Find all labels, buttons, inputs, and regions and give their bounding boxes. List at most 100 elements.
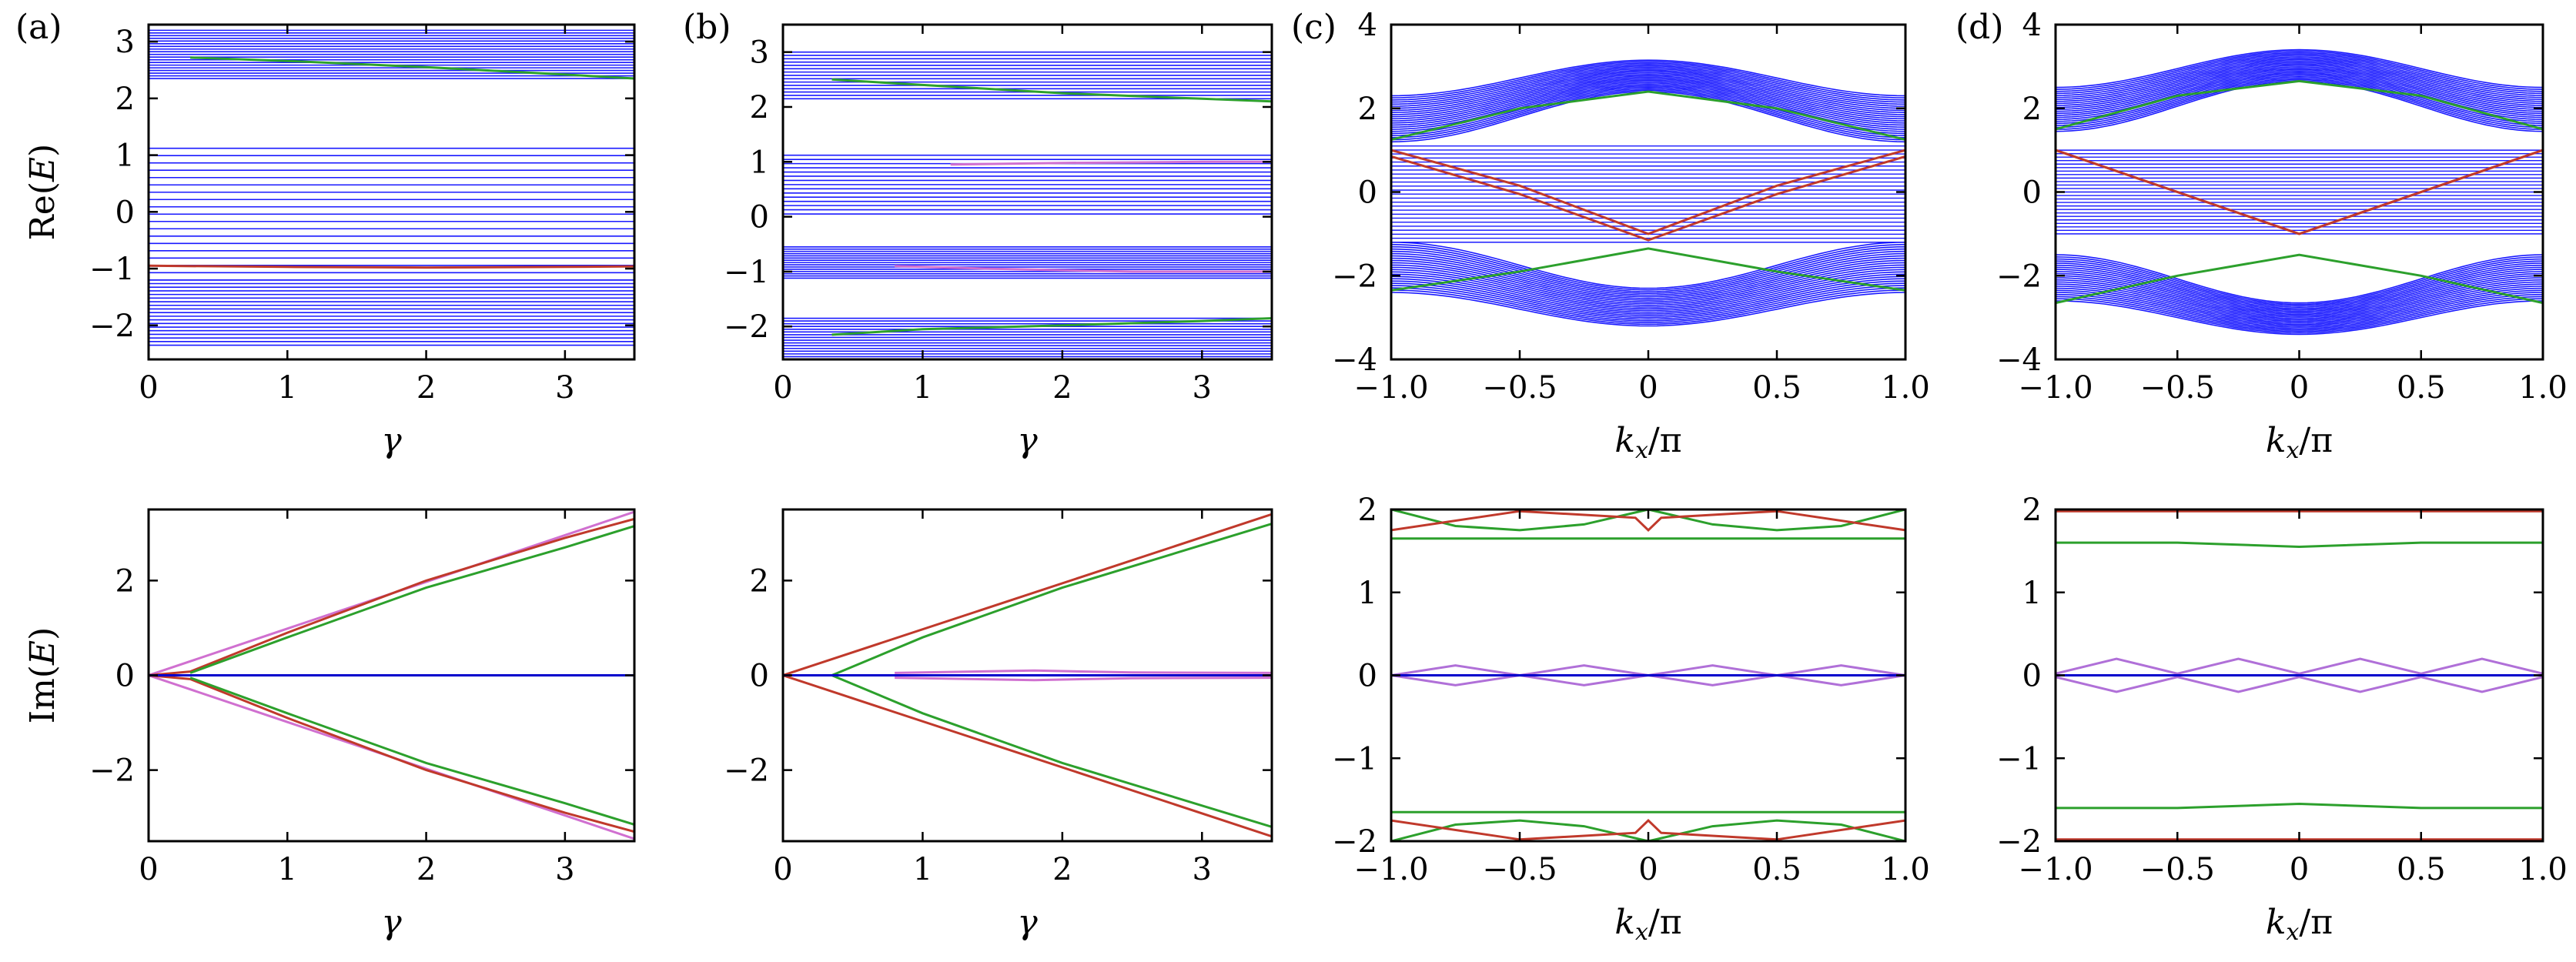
band-curve: [1391, 248, 1905, 295]
x-tick-label: 3: [1193, 370, 1212, 406]
x-tick-label: −1.0: [2018, 852, 2093, 887]
band-curve: [2056, 262, 2543, 309]
band-curve: [1391, 287, 1905, 323]
plot-area: [1391, 509, 1905, 841]
series-line: [2299, 657, 2543, 675]
panel-d-top: −1.0 −0.5 0 0.5 1.0 −4 −2 0 2 4 kx/π (d): [1955, 8, 2568, 464]
x-tick-label: 1: [278, 852, 297, 887]
x-tick-label: 0: [773, 852, 792, 887]
series-line: [2056, 657, 2300, 675]
axes-frame: [781, 23, 1273, 361]
y-tick-label: −4: [1332, 342, 1377, 378]
series-line: [783, 674, 1272, 838]
series-line: [1391, 664, 1649, 677]
band-curve: [1391, 88, 1905, 139]
band-curve: [1391, 59, 1905, 97]
y-tick-label: −2: [1332, 824, 1377, 860]
y-tick-label: 4: [1358, 8, 1377, 43]
band-curve: [1391, 91, 1905, 143]
band-curve: [1391, 280, 1905, 319]
band-curve: [2056, 63, 2543, 109]
band-curve: [2056, 75, 2543, 126]
band-curve: [1391, 289, 1905, 326]
x-tick-label: 0.5: [1752, 852, 1802, 887]
x-tick-label: 3: [1193, 852, 1212, 887]
band-curve: [1391, 66, 1905, 107]
series-line: [1391, 90, 1905, 141]
panel-c-bottom: −1.0 −0.5 0 0.5 1.0 −2 −1 0 1 2 kx/π: [1332, 493, 1930, 946]
x-tick-label: 0: [139, 852, 158, 887]
y-tick-label: −1: [724, 255, 769, 290]
x-tick-label: 0: [139, 370, 158, 406]
series-line: [149, 517, 634, 676]
band-curve: [2056, 68, 2543, 116]
band-curve: [1391, 75, 1905, 120]
x-axis-label: kx/π: [2266, 903, 2333, 946]
band-curve: [2056, 67, 2543, 115]
series-line: [831, 523, 1272, 676]
series-line: [783, 513, 1272, 676]
band-curve: [1391, 78, 1905, 124]
x-axis-label: γ: [381, 903, 402, 942]
y-tick-label: 0: [1358, 175, 1377, 211]
band-curve: [2056, 296, 2543, 332]
panel-label: (d): [1955, 8, 2004, 47]
band-curve: [2056, 279, 2543, 321]
band-curve: [1391, 89, 1905, 141]
series-line: [190, 56, 634, 80]
x-tick-label: 0: [2290, 370, 2309, 406]
x-tick-label: 0: [773, 370, 792, 406]
x-tick-label: 0: [1638, 852, 1658, 887]
x-axis-label: γ: [1017, 421, 1038, 460]
plot-area: [149, 510, 634, 840]
band-curve: [1391, 71, 1905, 113]
band-curve: [1391, 259, 1905, 303]
band-curve: [1391, 243, 1905, 291]
band-curve: [2056, 58, 2543, 102]
band-curve: [1391, 282, 1905, 320]
band-curve: [1391, 63, 1905, 103]
x-tick-label: 0: [2290, 852, 2309, 887]
series-line: [895, 265, 1272, 273]
series-line: [895, 676, 1272, 682]
series-line: [2056, 802, 2543, 810]
band-curve: [2056, 254, 2543, 304]
y-tick-label: 0: [750, 200, 769, 235]
x-tick-label: 3: [555, 852, 574, 887]
band-curve: [2056, 264, 2543, 311]
band-curve: [2056, 77, 2543, 129]
x-tick-label: 0.5: [2397, 370, 2446, 406]
band-curve: [1391, 72, 1905, 115]
band-curve: [2056, 53, 2543, 95]
band-curve: [2056, 269, 2543, 314]
band-curve: [2056, 73, 2543, 122]
y-tick-label: −2: [89, 753, 135, 789]
x-tick-label: 1: [913, 852, 932, 887]
band-curve: [1391, 61, 1905, 99]
band-curve: [2056, 56, 2543, 99]
plot-area: [149, 29, 634, 346]
series-line: [2056, 541, 2543, 549]
axes-frame: [147, 23, 636, 361]
band-curve: [2056, 281, 2543, 322]
x-tick-label: 0.5: [1752, 370, 1802, 406]
x-tick-label: 2: [417, 370, 436, 406]
band-curve: [1391, 81, 1905, 128]
band-curve: [1391, 79, 1905, 126]
series-line: [950, 160, 1272, 166]
band-curve: [2056, 266, 2543, 312]
plot-area: [783, 51, 1272, 358]
x-axis-label: γ: [1017, 903, 1038, 942]
y-tick-label: 2: [115, 82, 135, 117]
y-tick-label: 2: [1358, 493, 1377, 528]
y-axis-label: Re(E): [23, 144, 62, 241]
y-tick-label: −1: [1332, 741, 1377, 777]
y-tick-label: 2: [750, 563, 769, 599]
series-line: [831, 674, 1272, 828]
band-curve: [1391, 262, 1905, 305]
band-curve: [2056, 48, 2543, 89]
band-curve: [1391, 76, 1905, 122]
band-curve: [2056, 287, 2543, 327]
band-curve: [2056, 277, 2543, 319]
